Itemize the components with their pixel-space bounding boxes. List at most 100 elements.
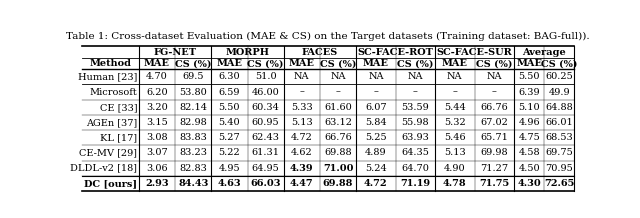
Text: 3.06: 3.06 (146, 164, 168, 173)
Text: NA: NA (447, 72, 463, 81)
Text: 6.30: 6.30 (219, 72, 240, 81)
Text: –: – (492, 88, 497, 97)
Text: 5.13: 5.13 (291, 118, 313, 127)
Text: 4.89: 4.89 (365, 148, 387, 157)
Text: 71.00: 71.00 (323, 164, 353, 173)
Text: –: – (452, 88, 457, 97)
Text: Average: Average (522, 48, 566, 57)
Text: 69.88: 69.88 (323, 179, 353, 188)
Text: FG-NET: FG-NET (154, 48, 196, 57)
Text: 82.98: 82.98 (179, 118, 207, 127)
Text: NA: NA (330, 72, 346, 81)
Text: 4.96: 4.96 (518, 118, 540, 127)
Text: CE-MV [29]: CE-MV [29] (79, 148, 138, 157)
Text: 5.84: 5.84 (365, 118, 387, 127)
Text: CS (%): CS (%) (320, 59, 356, 68)
Text: Table 1: Cross-dataset Evaluation (MAE & CS) on the Target datasets (Training da: Table 1: Cross-dataset Evaluation (MAE &… (66, 32, 590, 41)
Text: 66.01: 66.01 (545, 118, 573, 127)
Text: 4.95: 4.95 (219, 164, 240, 173)
Text: 69.98: 69.98 (481, 148, 508, 157)
Text: 5.50: 5.50 (219, 103, 240, 112)
Text: 5.50: 5.50 (518, 72, 540, 81)
Text: 3.20: 3.20 (146, 103, 168, 112)
Text: 5.32: 5.32 (444, 118, 466, 127)
Text: 83.83: 83.83 (179, 133, 207, 142)
Text: 4.58: 4.58 (518, 148, 540, 157)
Text: 49.9: 49.9 (548, 88, 570, 97)
Text: DC [ours]: DC [ours] (84, 179, 138, 188)
Text: 51.0: 51.0 (255, 72, 276, 81)
Text: CS (%): CS (%) (541, 59, 577, 68)
Text: 64.70: 64.70 (401, 164, 429, 173)
Text: 4.90: 4.90 (444, 164, 466, 173)
Text: MAE: MAE (516, 59, 542, 68)
Text: 66.03: 66.03 (250, 179, 281, 188)
Text: 61.60: 61.60 (324, 103, 352, 112)
Text: 5.10: 5.10 (518, 103, 540, 112)
Text: Microsoft: Microsoft (90, 88, 138, 97)
Text: 3.07: 3.07 (146, 148, 168, 157)
Text: 60.34: 60.34 (252, 103, 280, 112)
Text: 71.19: 71.19 (400, 179, 431, 188)
Text: 4.39: 4.39 (290, 164, 314, 173)
Text: 4.72: 4.72 (364, 179, 388, 188)
Text: 55.98: 55.98 (401, 118, 429, 127)
Text: 65.71: 65.71 (481, 133, 508, 142)
Text: MAE: MAE (216, 59, 243, 68)
Text: CS (%): CS (%) (476, 59, 513, 68)
Text: 2.93: 2.93 (145, 179, 169, 188)
Text: SC-FACE-SUR: SC-FACE-SUR (436, 48, 513, 57)
Text: 69.5: 69.5 (182, 72, 204, 81)
Text: Human [23]: Human [23] (78, 72, 138, 81)
Text: MAE: MAE (144, 59, 170, 68)
Text: 5.24: 5.24 (365, 164, 387, 173)
Text: 6.07: 6.07 (365, 103, 387, 112)
Text: 5.40: 5.40 (219, 118, 240, 127)
Text: 63.12: 63.12 (324, 118, 352, 127)
Text: 82.83: 82.83 (179, 164, 207, 173)
Text: 64.35: 64.35 (401, 148, 429, 157)
Text: 4.30: 4.30 (517, 179, 541, 188)
Text: 69.88: 69.88 (324, 148, 352, 157)
Text: 53.59: 53.59 (401, 103, 429, 112)
Text: 66.76: 66.76 (481, 103, 508, 112)
Text: 6.39: 6.39 (518, 88, 540, 97)
Text: 60.95: 60.95 (252, 118, 280, 127)
Text: CS (%): CS (%) (175, 59, 211, 68)
Text: NA: NA (408, 72, 423, 81)
Text: 5.44: 5.44 (444, 103, 466, 112)
Text: CE [33]: CE [33] (100, 103, 138, 112)
Text: 4.72: 4.72 (291, 133, 313, 142)
Text: 5.13: 5.13 (444, 148, 466, 157)
Text: 4.70: 4.70 (146, 72, 168, 81)
Text: 82.14: 82.14 (179, 103, 207, 112)
Text: 3.15: 3.15 (146, 118, 168, 127)
Text: DLDL-v2 [18]: DLDL-v2 [18] (70, 164, 138, 173)
Text: 69.75: 69.75 (545, 148, 573, 157)
Text: AGEn [37]: AGEn [37] (86, 118, 138, 127)
Text: MAE: MAE (289, 59, 315, 68)
Text: 71.27: 71.27 (480, 164, 508, 173)
Text: MAE: MAE (442, 59, 468, 68)
Text: 67.02: 67.02 (481, 118, 508, 127)
Text: NA: NA (486, 72, 502, 81)
Text: 3.08: 3.08 (146, 133, 168, 142)
Text: 70.95: 70.95 (545, 164, 573, 173)
Text: –: – (413, 88, 418, 97)
Text: FACES: FACES (302, 48, 338, 57)
Text: 60.25: 60.25 (545, 72, 573, 81)
Text: –: – (300, 88, 304, 97)
Text: 68.53: 68.53 (545, 133, 573, 142)
Text: 64.88: 64.88 (545, 103, 573, 112)
Text: CS (%): CS (%) (248, 59, 284, 68)
Text: Method: Method (89, 59, 131, 68)
Text: 72.65: 72.65 (544, 179, 575, 188)
Text: 4.50: 4.50 (518, 164, 540, 173)
Text: 84.43: 84.43 (178, 179, 209, 188)
Text: 83.23: 83.23 (179, 148, 207, 157)
Text: 4.62: 4.62 (291, 148, 313, 157)
Text: 5.25: 5.25 (365, 133, 387, 142)
Text: SC-FACE-ROT: SC-FACE-ROT (358, 48, 433, 57)
Text: 46.00: 46.00 (252, 88, 280, 97)
Text: 63.93: 63.93 (401, 133, 429, 142)
